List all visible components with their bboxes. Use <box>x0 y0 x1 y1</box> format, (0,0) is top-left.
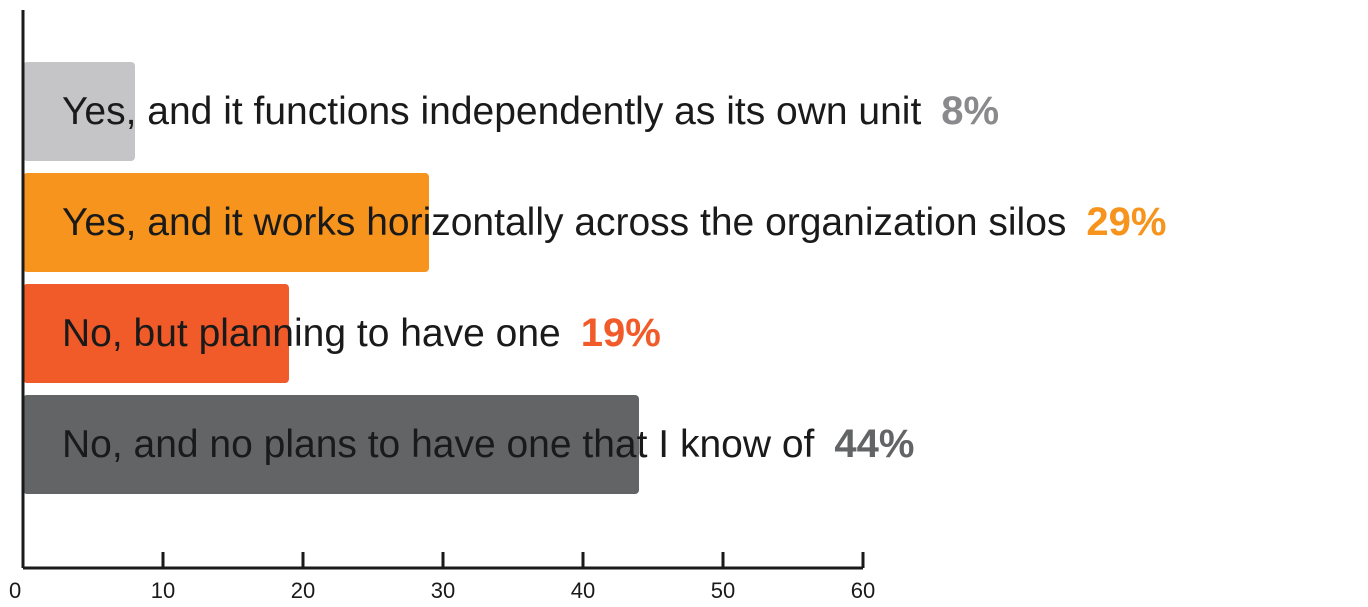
category-label: No, but planning to have one <box>62 312 561 355</box>
x-tick-label: 0 <box>9 578 21 603</box>
value-label: 8% <box>941 89 999 133</box>
x-tick-label: 60 <box>851 578 875 603</box>
x-tick-label: 40 <box>571 578 595 603</box>
category-label: Yes, and it works horizontally across th… <box>62 201 1066 244</box>
x-tick-label: 10 <box>151 578 175 603</box>
category-label: No, and no plans to have one that I know… <box>62 423 815 466</box>
x-tick-label: 50 <box>711 578 735 603</box>
x-tick-label: 20 <box>291 578 315 603</box>
bar <box>23 62 135 161</box>
x-tick-label: 30 <box>431 578 455 603</box>
value-label: 19% <box>581 311 661 355</box>
bar <box>23 173 429 272</box>
bar <box>23 395 639 494</box>
bar <box>23 284 289 383</box>
category-label: Yes, and it functions independently as i… <box>62 90 921 133</box>
value-label: 44% <box>834 422 914 466</box>
value-label: 29% <box>1086 200 1166 244</box>
